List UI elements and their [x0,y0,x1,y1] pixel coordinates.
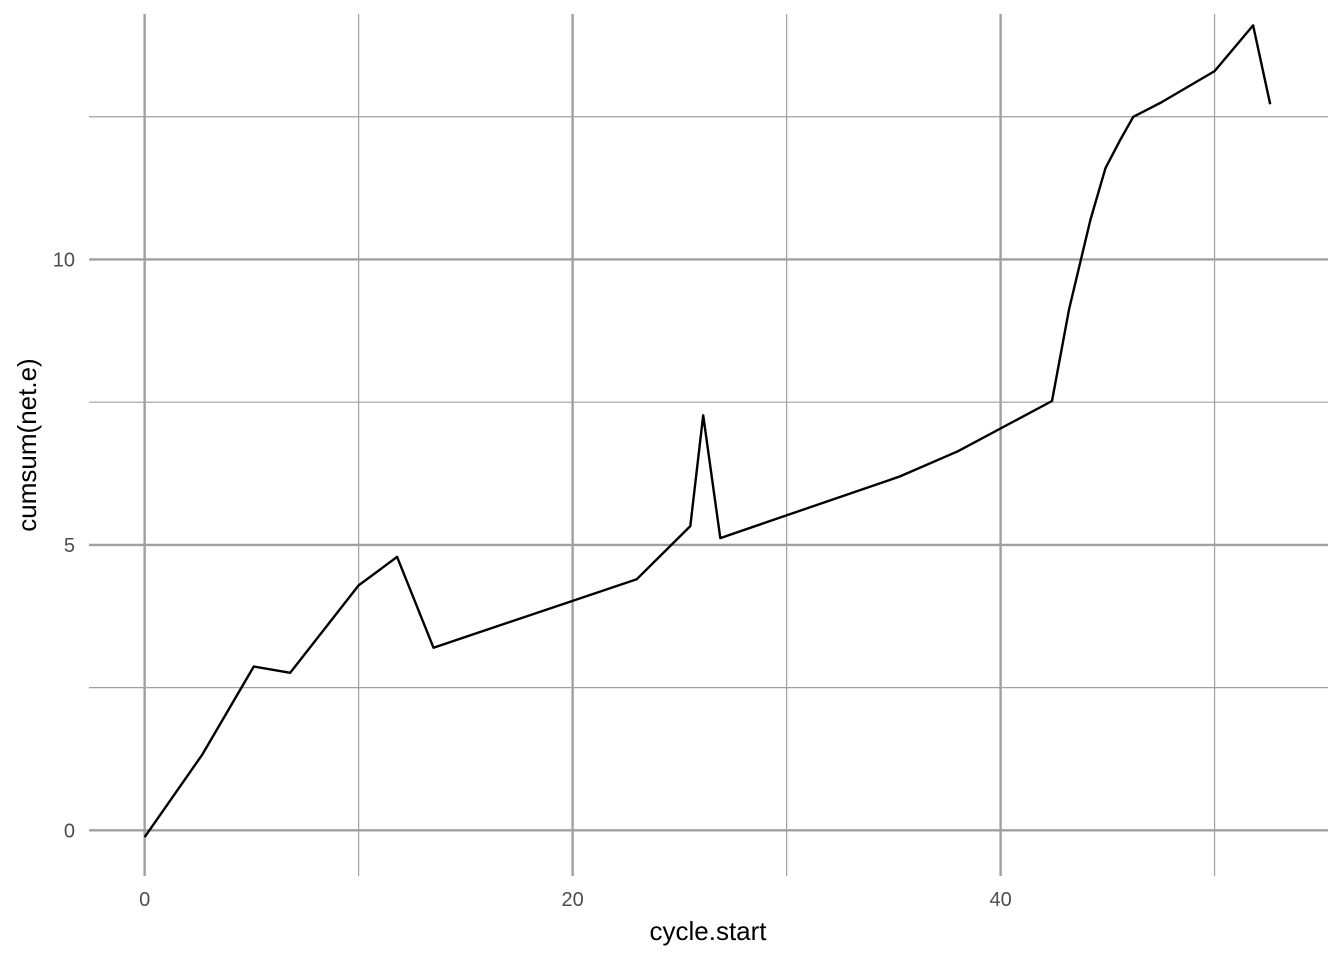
minor-gridlines [89,14,1328,876]
x-axis-title: cycle.start [649,916,767,946]
y-tick-labels: 0 5 10 [53,249,75,842]
x-tick-label: 20 [561,889,583,911]
y-tick-label: 0 [64,820,75,842]
y-tick-label: 5 [64,535,75,557]
series-line [143,24,1272,838]
series-layer [143,24,1272,838]
y-axis-title: cumsum(net.e) [12,358,42,531]
y-tick-label: 10 [53,249,75,271]
major-gridlines [89,14,1328,876]
x-tick-label: 0 [139,889,150,911]
x-tick-labels: 0 20 40 [139,889,1012,911]
x-tick-label: 40 [989,889,1011,911]
